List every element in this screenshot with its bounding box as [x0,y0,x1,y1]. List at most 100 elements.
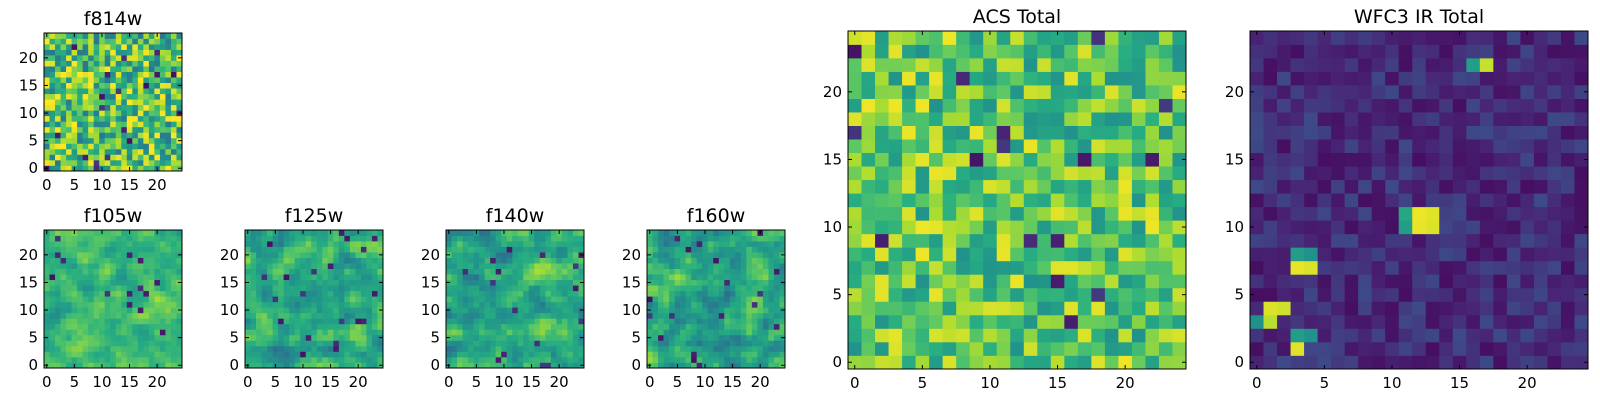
heatmap-cell [848,179,862,194]
heatmap-cell [1158,233,1173,248]
heatmap-cell [1344,341,1359,356]
heatmap-cell [534,362,541,369]
heatmap-cell [300,301,307,308]
heatmap-cell [121,44,128,50]
heatmap-cell [663,268,670,275]
heatmap-cell [137,362,144,369]
heatmap-cell [294,351,301,358]
heatmap-cell [104,290,111,297]
heatmap-cell [1304,260,1318,275]
heatmap-cell [256,362,262,369]
heatmap-cell [49,154,56,161]
heatmap-cell [468,334,474,341]
heatmap-cell [1104,206,1119,221]
heatmap-cell [1304,139,1318,154]
heatmap-cell [495,301,502,308]
heatmap-cell [49,307,56,314]
heatmap-cell [137,263,144,269]
heatmap-cell [104,60,111,67]
heatmap-cell [1037,71,1052,86]
heatmap-cell [1131,301,1146,316]
heatmap-cell [283,241,290,247]
heatmap-cell [377,263,384,269]
heatmap-cell [333,268,340,275]
heatmap-cell [915,355,930,370]
heatmap-cell [305,362,312,369]
heatmap-cell [983,112,998,126]
heatmap-cell [735,274,742,281]
heatmap-cell [1250,125,1264,140]
heatmap-cell [696,241,703,247]
heatmap-cell [137,159,144,166]
heatmap-cell [132,345,139,352]
heatmap-cell [305,340,312,347]
heatmap-cell [680,279,686,286]
heatmap-cell [669,257,675,264]
heatmap-cell [1037,166,1052,181]
heatmap-cell [143,66,150,72]
heatmap-cell [1250,44,1264,59]
heatmap-cell [1371,71,1386,86]
heatmap-cell [658,241,664,247]
heatmap-cell [148,60,155,67]
heatmap-cell [740,318,747,325]
heatmap-cell [366,301,373,308]
heatmap-cell [1304,301,1318,316]
heatmap-cell [561,263,568,269]
heatmap-cell [718,329,725,336]
heatmap-cell [462,329,469,336]
heatmap-cell [60,257,67,264]
heatmap-cell [691,329,698,336]
heatmap-cell [451,301,458,308]
heatmap-cell [250,241,257,247]
heatmap-cell [1277,193,1291,208]
y-tick-label: 0 [28,159,38,177]
heatmap-cell [1479,112,1494,126]
heatmap-cell [680,318,686,325]
heatmap-cell [1317,71,1332,86]
heatmap-cell [77,71,83,78]
heatmap-cell [300,241,307,247]
heatmap-cell [371,246,378,253]
heatmap-cell [484,257,491,264]
heatmap-cell [1560,139,1575,154]
heatmap-cell [143,241,150,247]
heatmap-cell [143,340,150,347]
heatmap-cell [495,312,502,319]
heatmap-cell [1277,31,1291,45]
heatmap-cell [1277,58,1291,72]
heatmap-cell [757,318,764,325]
heatmap-cell [148,301,155,308]
heatmap-cell [66,345,72,352]
heatmap-cell [578,340,585,347]
heatmap-cell [1091,125,1106,140]
heatmap-cell [1533,85,1548,99]
heatmap-cell [93,246,100,253]
heatmap-cell [250,274,257,281]
heatmap-cell [327,246,334,253]
y-tick-label: 0 [1234,353,1244,371]
heatmap-cell [49,296,56,303]
heatmap-cell [983,220,998,235]
heatmap-cell [338,279,345,286]
heatmap-cell [71,121,78,128]
heatmap-cell [969,58,984,72]
heatmap-cell [126,279,133,286]
heatmap-cell [556,241,563,247]
heatmap-cell [875,179,889,194]
heatmap-cell [1050,233,1065,248]
heatmap-cell [272,307,279,314]
heatmap-cell [528,323,535,330]
heatmap-cell [707,356,714,363]
heatmap-cell [1290,98,1305,113]
heatmap-cell [104,323,111,330]
heatmap-cell [143,285,150,292]
heatmap-cell [110,241,117,247]
heatmap-cell [137,230,144,236]
heatmap-cell [159,296,166,303]
heatmap-cell [1304,287,1318,302]
heatmap-cell [99,154,106,161]
x-tick-label: 0 [42,373,52,391]
heatmap-cell [49,77,56,84]
heatmap-cell [104,318,111,325]
